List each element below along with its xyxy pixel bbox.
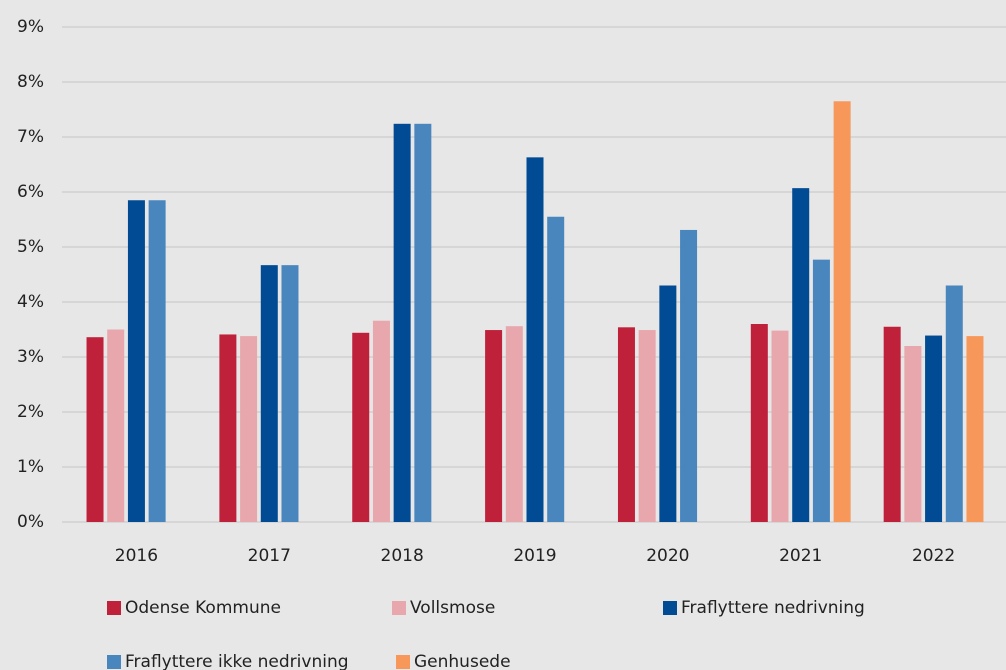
bar [127, 200, 145, 522]
y-tick-label: 6% [17, 182, 44, 202]
bar [372, 320, 390, 522]
bar [240, 336, 258, 522]
legend-swatch [396, 655, 410, 669]
bar [792, 188, 810, 522]
legend-swatch [663, 601, 677, 615]
y-tick-label: 4% [17, 292, 44, 312]
bar [414, 123, 432, 523]
bar [617, 327, 635, 522]
bar [526, 157, 544, 522]
bar [219, 334, 237, 522]
bar [659, 285, 677, 522]
bar [86, 337, 104, 522]
bar [945, 285, 963, 522]
bar [505, 326, 523, 522]
bar [260, 265, 278, 522]
legend-swatch [107, 655, 121, 669]
legend-swatch [107, 601, 121, 615]
bar [281, 265, 299, 522]
y-tick-label: 7% [17, 127, 44, 147]
y-tick-label: 3% [17, 347, 44, 367]
bar [547, 216, 565, 522]
bar [352, 332, 370, 522]
bar [883, 326, 901, 522]
legend-label: Odense Kommune [125, 598, 281, 618]
x-tick-label: 2018 [381, 546, 424, 566]
bar [904, 346, 922, 522]
x-tick-label: 2017 [248, 546, 291, 566]
bar [812, 259, 830, 522]
x-tick-label: 2019 [513, 546, 556, 566]
bar [833, 101, 851, 522]
y-tick-label: 8% [17, 72, 44, 92]
bar [148, 200, 166, 522]
x-tick-label: 2020 [646, 546, 689, 566]
legend-label: Fraflyttere nedrivning [681, 598, 865, 618]
y-tick-label: 2% [17, 402, 44, 422]
bar [925, 335, 943, 522]
bar [750, 324, 768, 522]
bar [393, 123, 411, 523]
bar [680, 229, 698, 522]
legend-label: Genhusede [414, 652, 511, 670]
bar [966, 336, 984, 522]
y-tick-label: 1% [17, 457, 44, 477]
y-tick-label: 5% [17, 237, 44, 257]
x-tick-label: 2022 [912, 546, 955, 566]
y-tick-label: 9% [17, 17, 44, 37]
legend-swatch [392, 601, 406, 615]
bar [107, 329, 125, 522]
bar [638, 330, 656, 522]
bar [485, 330, 503, 522]
x-tick-label: 2016 [115, 546, 158, 566]
legend-label: Fraflyttere ikke nedrivning [125, 652, 349, 670]
y-tick-label: 0% [17, 512, 44, 532]
x-tick-label: 2021 [779, 546, 822, 566]
legend-label: Vollsmose [410, 598, 495, 618]
bar [771, 330, 789, 522]
